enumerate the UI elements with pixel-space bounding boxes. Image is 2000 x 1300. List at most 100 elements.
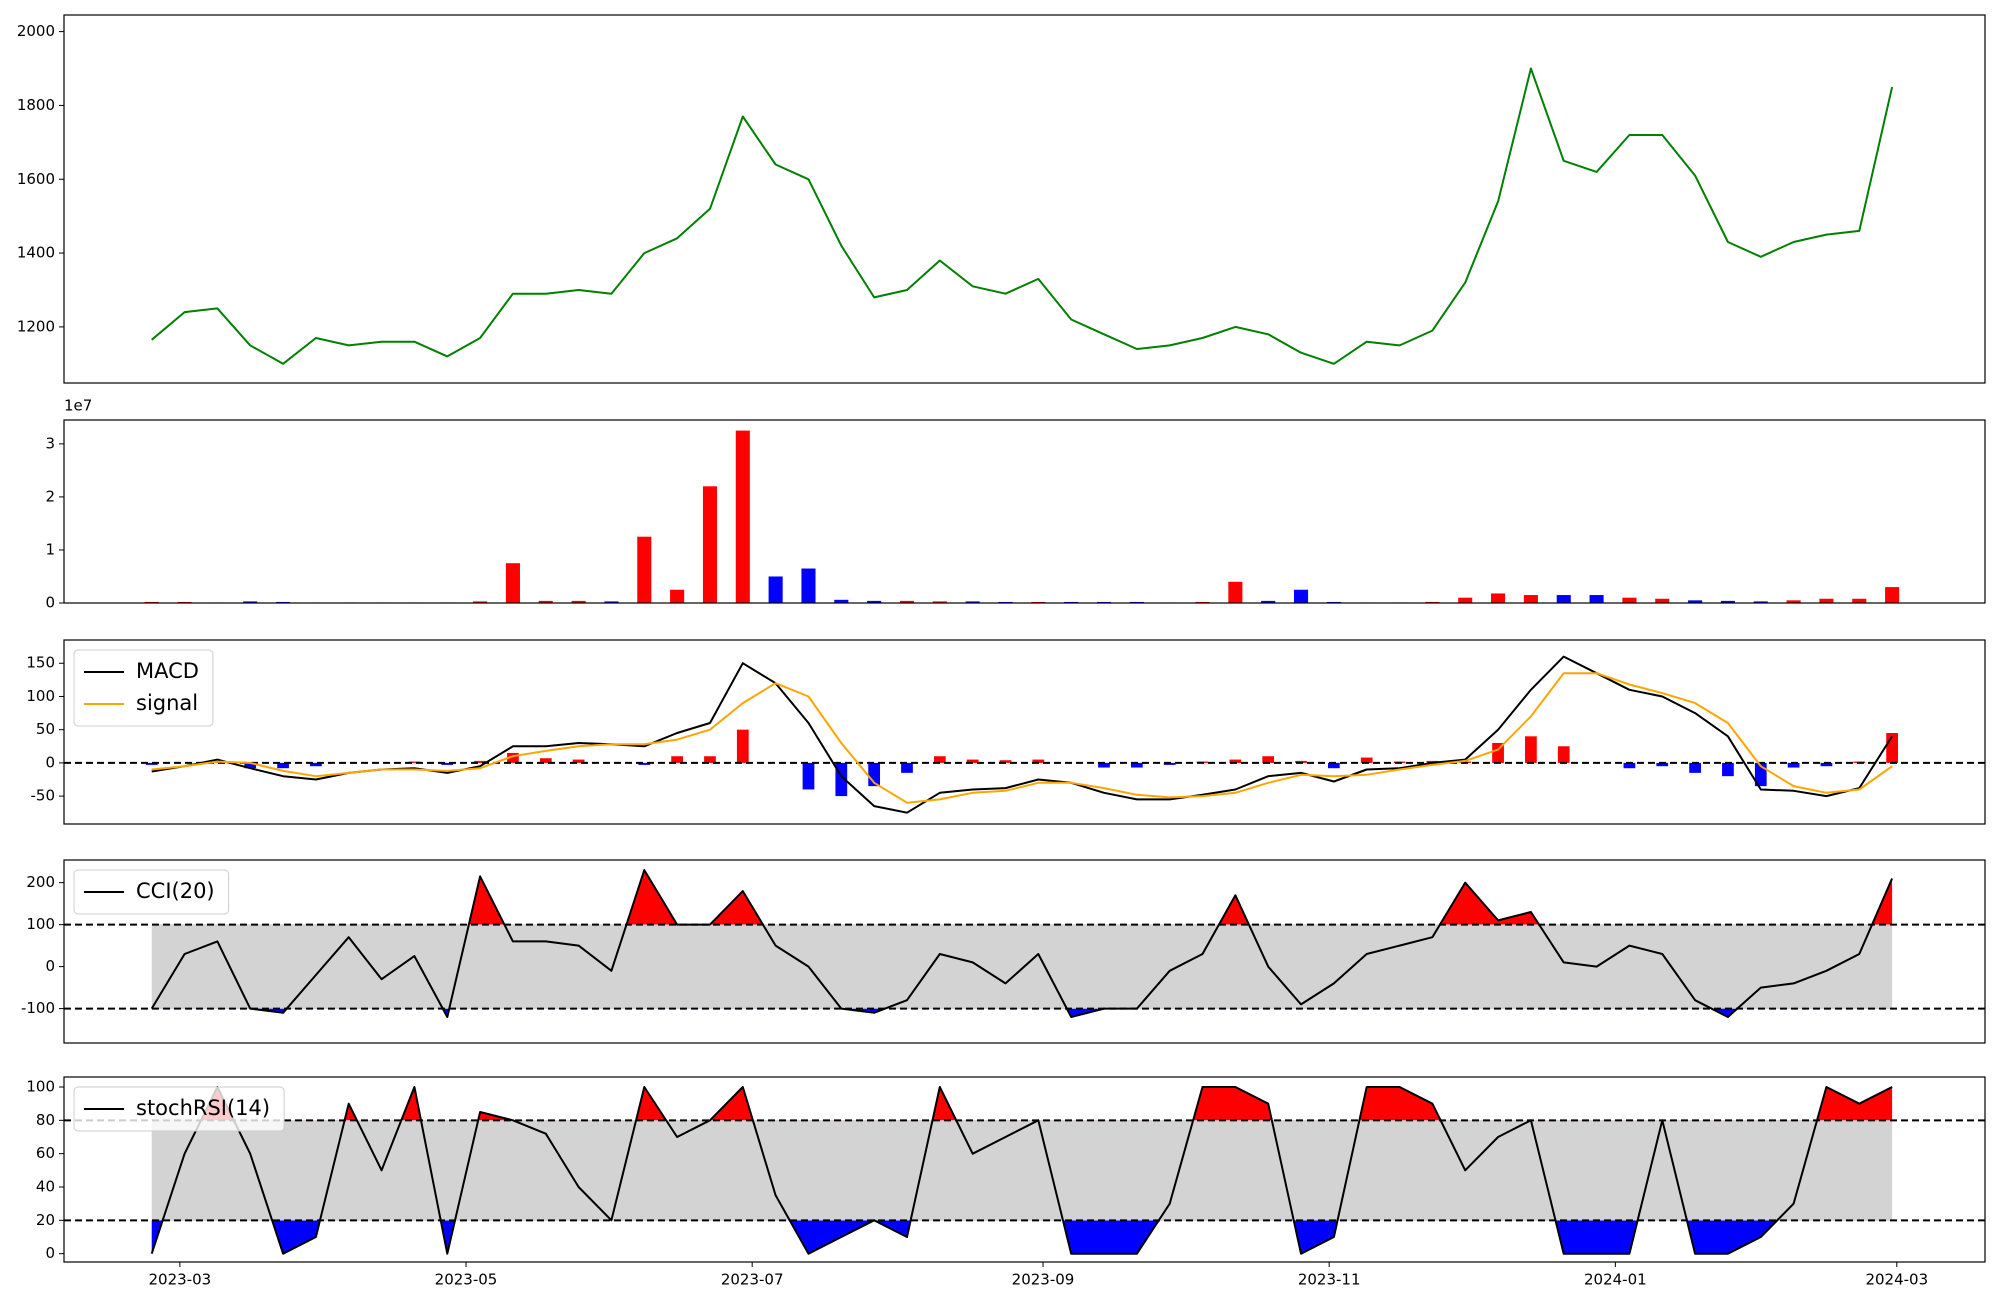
x-tick-label: 2023-09 (1012, 1271, 1075, 1289)
histogram-bar (1492, 742, 1504, 763)
volume-bar (801, 568, 816, 603)
volume-bar (637, 536, 652, 603)
histogram-bar (1130, 762, 1143, 768)
volume-bar (1556, 595, 1571, 603)
volume-bar (1228, 581, 1243, 603)
y-tick-label: 1 (45, 540, 55, 558)
panel-frame (63, 419, 1986, 604)
panel-frame (63, 1076, 1986, 1263)
volume-bar (1458, 597, 1473, 603)
histogram-bar (1689, 762, 1701, 773)
histogram-bar (1787, 762, 1800, 768)
y-tick-label: 2 (45, 487, 55, 505)
volume-bar (505, 563, 520, 603)
histogram-bar (933, 756, 946, 763)
histogram-bar (868, 762, 881, 787)
y-tick-label: 150 (26, 654, 55, 672)
volume-bar (243, 601, 258, 603)
volume-bar (1589, 595, 1604, 603)
legend-box (73, 649, 214, 727)
histogram-bar (1754, 762, 1767, 787)
histogram-bar (1623, 762, 1636, 769)
volume-bar (1688, 600, 1703, 603)
histogram-bar (1656, 762, 1669, 767)
data-line (151, 672, 1893, 804)
histogram-bar (1525, 736, 1537, 763)
histogram-bar (1328, 762, 1340, 769)
histogram-bar (704, 756, 716, 763)
volume-bar (571, 600, 586, 603)
y-tick-label: 0 (45, 594, 55, 612)
y-tick-label: 1400 (17, 244, 55, 262)
histogram-bar (1557, 746, 1570, 763)
legend: CCI(20) (73, 869, 230, 915)
x-tick-label: 2023-07 (721, 1271, 784, 1289)
x-tick-label: 2023-11 (1298, 1271, 1361, 1289)
volume-bar (1852, 598, 1867, 603)
volume-bar (1523, 595, 1538, 603)
volume-bar (1622, 597, 1637, 603)
data-line (150, 1086, 1893, 1255)
offset-label: 1e7 (64, 397, 92, 415)
histogram-bar (1820, 762, 1833, 767)
y-tick-label: 0 (45, 1244, 55, 1262)
y-tick-label: 100 (26, 687, 55, 705)
data-line (151, 67, 1894, 365)
x-tick-label: 2023-03 (149, 1271, 212, 1289)
y-tick-label: 1800 (17, 96, 55, 114)
volume-bar (1786, 600, 1801, 603)
x-tick-label: 2024-03 (1865, 1271, 1928, 1289)
volume-bar (670, 589, 685, 603)
volume-bar (1885, 587, 1900, 603)
y-tick-label: 100 (26, 915, 55, 933)
histogram-bar (277, 762, 289, 769)
histogram-bar (441, 762, 454, 765)
histogram-bar (1360, 757, 1373, 763)
y-tick-label: 200 (26, 873, 55, 891)
legend-label: signal (136, 691, 198, 715)
histogram-bar (310, 762, 322, 767)
panel-frame (63, 14, 1986, 384)
y-tick-label: -50 (31, 787, 56, 805)
legend: stochRSI(14) (73, 1086, 285, 1132)
y-tick-label: 80 (36, 1111, 55, 1129)
y-tick-label: 1200 (17, 317, 55, 335)
legend-label: CCI(20) (136, 879, 215, 903)
volume-bar (899, 600, 915, 603)
histogram-bar (1262, 756, 1275, 763)
legend-box (73, 869, 230, 915)
y-tick-label: 20 (36, 1211, 55, 1229)
panel-frame (63, 639, 1986, 825)
histogram-bar (539, 758, 552, 763)
histogram-bar (507, 752, 519, 763)
band-fill (151, 1120, 1893, 1221)
legend-box (73, 1086, 285, 1132)
volume-bar (1753, 601, 1768, 603)
histogram-bar (1032, 759, 1045, 763)
y-tick-label: 60 (36, 1144, 55, 1162)
volume-bar (1720, 600, 1735, 603)
x-tick-label: 2024-01 (1584, 1271, 1647, 1289)
volume-bar (965, 601, 980, 603)
volume-bar (768, 576, 783, 603)
panel-frame (63, 859, 1986, 1044)
y-tick-label: 50 (36, 720, 55, 738)
histogram-bar (474, 760, 486, 763)
histogram-bar (736, 729, 749, 763)
legend-label: MACD (136, 659, 199, 683)
histogram-bar (901, 762, 913, 773)
histogram-bar (802, 762, 815, 790)
y-tick-label: -100 (21, 999, 55, 1017)
volume-bar (932, 601, 947, 603)
histogram-bar (966, 759, 979, 763)
volume-bar (867, 600, 882, 603)
volume-bar (1261, 600, 1276, 603)
volume-bar (834, 599, 849, 603)
x-tick-label: 2023-05 (435, 1271, 498, 1289)
data-line (151, 655, 1893, 814)
band-fill (151, 924, 1893, 1009)
volume-bar (604, 601, 619, 603)
data-line (150, 869, 1894, 1018)
y-tick-label: 40 (36, 1178, 55, 1196)
histogram-bar (145, 762, 158, 765)
